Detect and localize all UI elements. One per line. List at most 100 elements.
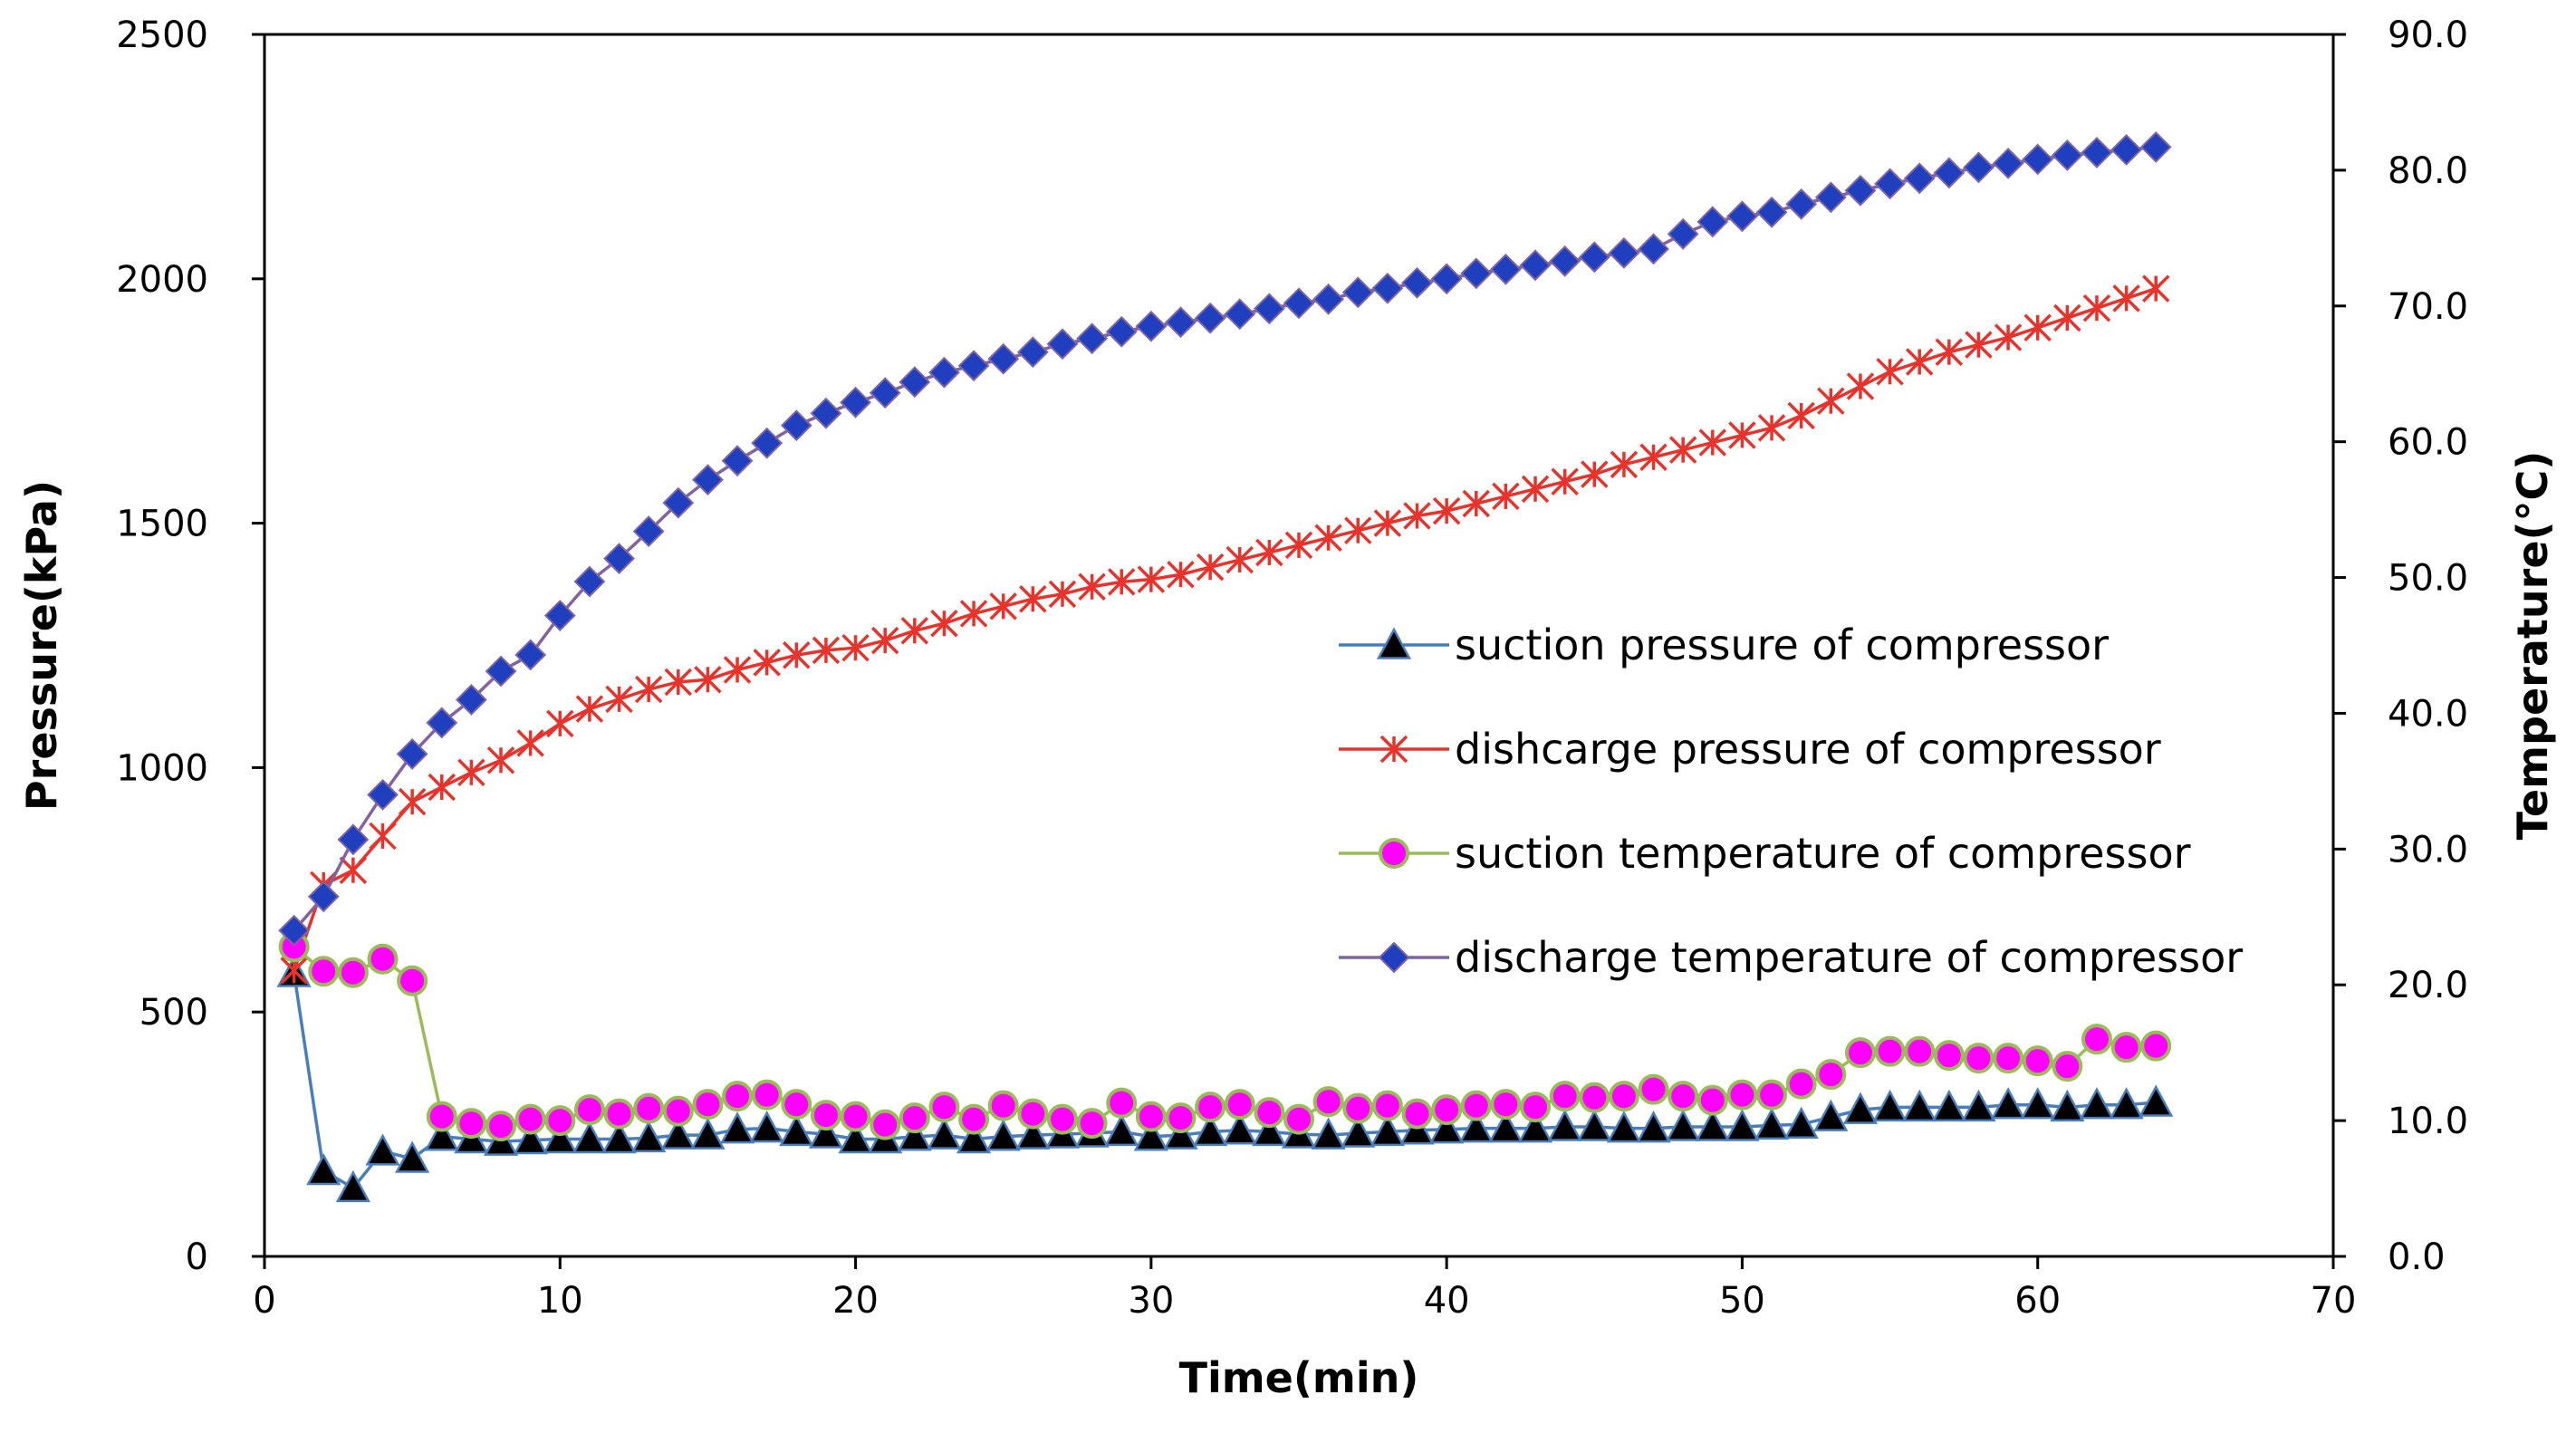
data-point xyxy=(2023,313,2052,342)
data-point xyxy=(1754,1107,1790,1140)
data-point xyxy=(2050,1089,2085,1122)
data-point xyxy=(1638,1073,1669,1105)
data-point xyxy=(307,880,340,913)
x-tick-label: 70 xyxy=(2311,1280,2357,1322)
data-point xyxy=(426,707,458,739)
data-point xyxy=(1608,236,1640,269)
legend: suction pressure of compressor dishcarge … xyxy=(1339,620,2243,982)
y-right-tick-label: 0.0 xyxy=(2388,1236,2446,1278)
data-point xyxy=(1252,1113,1287,1147)
data-point xyxy=(456,1108,487,1140)
data-point xyxy=(306,1152,341,1186)
data-point xyxy=(2140,1030,2172,1062)
x-axis-title: Time(min) xyxy=(1179,1353,1419,1402)
legend-marker xyxy=(1379,838,1409,869)
data-point xyxy=(1046,328,1079,361)
data-point xyxy=(1813,1099,1849,1131)
legend-item: suction temperature of compressor xyxy=(1339,829,2191,878)
data-point xyxy=(485,655,517,688)
data-point xyxy=(2112,284,2140,313)
data-point xyxy=(959,600,988,628)
data-point xyxy=(841,633,870,662)
legend-marker xyxy=(1378,941,1410,974)
data-point xyxy=(1992,147,2024,179)
data-point xyxy=(1137,565,1166,593)
data-point xyxy=(1490,1089,1522,1121)
data-point xyxy=(1903,162,1936,195)
data-point xyxy=(1876,358,1904,386)
data-point xyxy=(2053,303,2081,332)
data-point xyxy=(424,1119,459,1151)
data-point xyxy=(1373,509,1402,537)
data-point xyxy=(2110,133,2143,166)
data-point xyxy=(337,823,370,856)
data-point xyxy=(781,1089,812,1121)
data-point xyxy=(1697,206,1729,238)
data-point xyxy=(753,649,781,677)
data-point xyxy=(335,1169,370,1203)
data-point xyxy=(927,1117,962,1150)
data-point xyxy=(1666,1109,1701,1141)
data-point xyxy=(870,1109,901,1140)
data-point xyxy=(1668,436,1697,464)
y-left-tick-label: 2000 xyxy=(116,259,208,301)
data-point xyxy=(1581,460,1609,488)
data-point xyxy=(690,1117,726,1150)
x-tick-label: 50 xyxy=(1719,1280,1765,1322)
series-line xyxy=(292,972,2157,1190)
data-point xyxy=(1815,1059,1847,1091)
data-point xyxy=(1874,1035,1906,1067)
data-point xyxy=(989,592,1017,620)
data-point xyxy=(1133,1119,1168,1151)
data-point xyxy=(930,609,958,638)
data-point xyxy=(2052,1051,2083,1082)
data-point xyxy=(1048,580,1077,609)
data-point xyxy=(662,486,695,519)
data-point xyxy=(1492,482,1520,511)
data-point xyxy=(1994,323,2023,351)
y-left-tick-label: 1000 xyxy=(116,747,208,789)
data-point xyxy=(2022,143,2054,176)
data-point xyxy=(780,409,812,442)
data-point xyxy=(2139,130,2172,163)
data-point xyxy=(1429,1111,1465,1144)
data-point xyxy=(808,1116,844,1149)
data-point xyxy=(1431,1094,1463,1126)
series-2 xyxy=(280,274,2170,985)
data-point xyxy=(516,729,544,757)
data-point xyxy=(1193,1113,1228,1147)
data-point xyxy=(575,695,604,723)
x-tick-label: 60 xyxy=(2014,1280,2061,1322)
data-point xyxy=(1078,572,1106,601)
data-point xyxy=(367,943,399,975)
data-point xyxy=(1462,489,1491,518)
data-point xyxy=(928,356,960,389)
y-right-tick-label: 10.0 xyxy=(2388,1101,2468,1142)
data-point xyxy=(1194,302,1226,334)
data-point xyxy=(1430,263,1463,295)
x-tick-label: 40 xyxy=(1424,1280,1470,1322)
legend-label: dishcarge pressure of compressor xyxy=(1455,725,2161,774)
data-point xyxy=(1046,1103,1078,1135)
data-point xyxy=(783,641,811,669)
data-point xyxy=(2020,1087,2055,1120)
data-point xyxy=(985,1119,1021,1151)
data-point xyxy=(365,1133,400,1166)
data-point xyxy=(1639,443,1668,471)
data-point xyxy=(958,1103,990,1135)
data-point xyxy=(694,666,722,694)
data-point xyxy=(2081,1024,2112,1055)
data-point xyxy=(1283,287,1315,320)
data-point xyxy=(573,1094,605,1126)
data-point xyxy=(664,668,693,697)
data-point xyxy=(543,1121,578,1154)
data-point xyxy=(749,1110,784,1143)
data-point xyxy=(1105,315,1138,348)
data-point xyxy=(900,617,929,645)
data-point xyxy=(1224,298,1256,331)
data-point xyxy=(692,1089,724,1121)
data-point xyxy=(1785,188,1818,220)
data-point xyxy=(1106,1087,1138,1119)
y-left-tick-label: 500 xyxy=(139,992,208,1034)
legend-item: suction pressure of compressor xyxy=(1339,620,2109,669)
